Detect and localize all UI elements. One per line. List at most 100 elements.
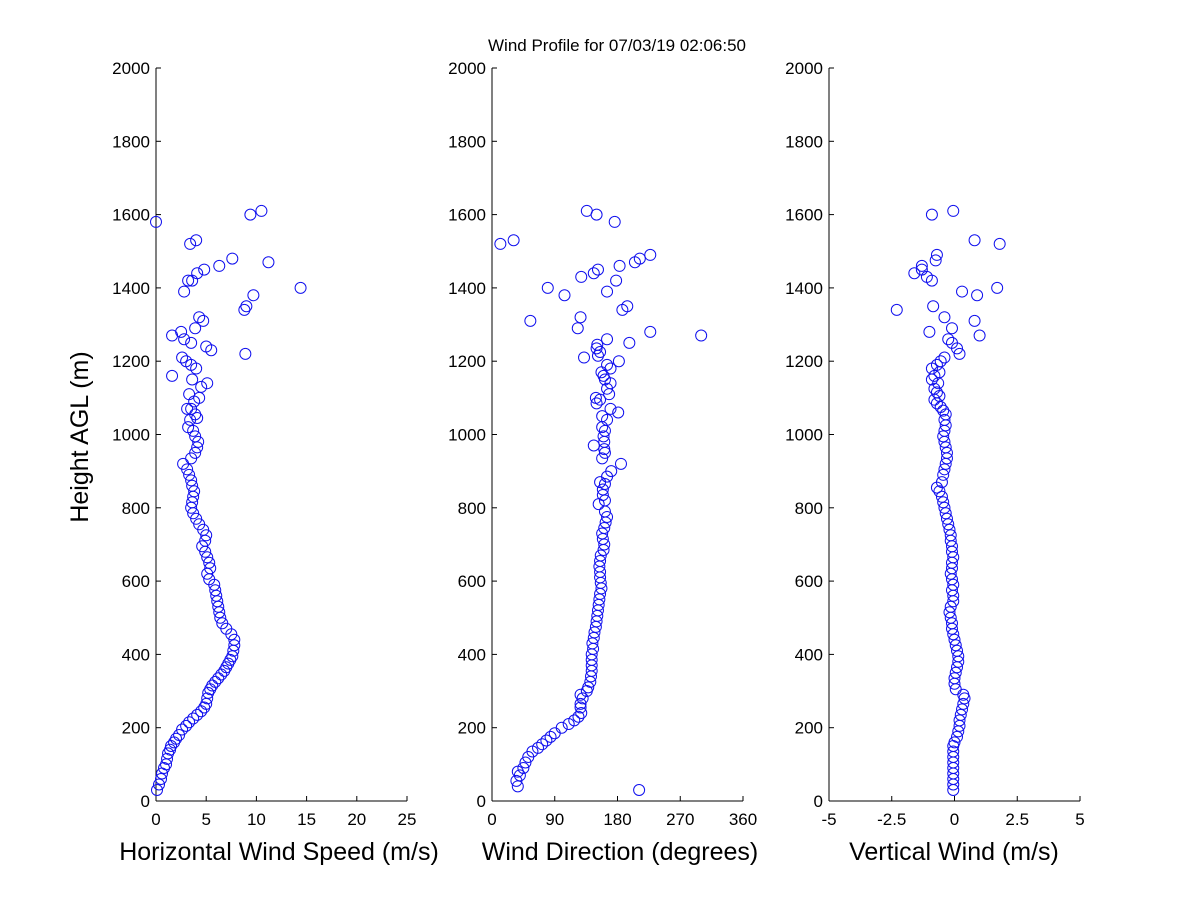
data-point xyxy=(604,362,617,375)
y-tick-label: 1400 xyxy=(785,279,823,298)
data-point xyxy=(589,391,602,404)
data-point xyxy=(942,518,955,531)
data-point xyxy=(949,639,962,652)
y-tick-label: 1800 xyxy=(112,132,150,151)
data-point xyxy=(540,734,553,747)
data-point xyxy=(166,369,179,382)
data-point xyxy=(604,402,617,415)
data-point xyxy=(255,204,268,217)
data-point xyxy=(209,675,222,688)
x-tick-label: 10 xyxy=(247,810,266,829)
data-point xyxy=(598,477,611,490)
data-point xyxy=(153,778,166,791)
data-point xyxy=(621,300,634,313)
data-point xyxy=(580,204,593,217)
y-tick-label: 1200 xyxy=(112,352,150,371)
data-point xyxy=(948,736,961,749)
y-tick-label: 200 xyxy=(458,719,486,738)
data-point xyxy=(614,457,627,470)
data-point xyxy=(949,666,962,679)
wind-direction-panel: 0 200 400 600 800 1000 1200 1400 1600 1800 2000 0 90… xyxy=(448,59,757,829)
y-tick-label: 1000 xyxy=(785,426,823,445)
data-point xyxy=(591,263,604,276)
y-tick-label: 2000 xyxy=(785,59,823,78)
data-point xyxy=(628,256,641,269)
data-point xyxy=(186,373,199,386)
x-axis-label-horizontal-wind-speed: Horizontal Wind Speed (m/s) xyxy=(119,838,439,866)
y-tick-label: 1400 xyxy=(112,279,150,298)
data-point xyxy=(196,540,209,553)
data-point xyxy=(930,248,943,261)
data-point xyxy=(953,714,966,727)
data-point xyxy=(952,650,965,663)
data-point xyxy=(590,342,603,355)
data-point xyxy=(161,752,174,765)
y-tick-label: 1400 xyxy=(448,279,486,298)
data-point xyxy=(938,413,951,426)
x-tick-label: 15 xyxy=(297,810,316,829)
data-point xyxy=(908,267,921,280)
data-point xyxy=(945,322,958,335)
data-point xyxy=(536,738,549,751)
data-point xyxy=(915,263,928,276)
data-point xyxy=(951,730,964,743)
data-point xyxy=(939,507,952,520)
data-point xyxy=(155,773,168,786)
data-point xyxy=(601,285,614,298)
x-axis-label-wind-direction: Wind Direction (degrees) xyxy=(482,838,759,866)
data-point xyxy=(193,518,206,531)
data-point xyxy=(206,679,219,692)
data-point xyxy=(188,485,201,498)
data-point xyxy=(890,303,903,316)
data-point xyxy=(183,388,196,401)
data-point xyxy=(176,351,189,364)
data-point xyxy=(184,237,197,250)
y-tick-label: 800 xyxy=(458,499,486,518)
y-tick-label: 600 xyxy=(795,572,823,591)
data-point xyxy=(200,340,213,353)
data-point xyxy=(596,483,609,496)
data-point xyxy=(938,463,951,476)
data-point xyxy=(938,501,951,514)
data-point xyxy=(178,285,191,298)
data-point xyxy=(185,474,198,487)
data-point xyxy=(215,668,228,681)
data-point xyxy=(944,529,957,542)
data-point xyxy=(940,512,953,525)
data-point xyxy=(185,402,198,415)
data-point xyxy=(601,510,614,523)
data-point xyxy=(203,556,216,569)
data-point xyxy=(190,234,203,247)
data-point xyxy=(494,237,507,250)
data-point xyxy=(937,468,950,481)
data-point xyxy=(507,234,520,247)
data-point xyxy=(228,639,241,652)
data-point xyxy=(940,446,953,459)
data-point xyxy=(177,457,190,470)
data-point xyxy=(150,215,162,228)
data-point xyxy=(594,346,607,359)
data-point xyxy=(544,730,557,743)
data-point xyxy=(187,712,200,725)
y-tick-label: 0 xyxy=(814,792,823,811)
y-tick-label: 400 xyxy=(458,645,486,664)
y-tick-label: 1600 xyxy=(112,206,150,225)
data-point xyxy=(915,259,928,272)
data-point xyxy=(616,303,629,316)
data-point xyxy=(201,692,214,705)
data-point xyxy=(953,347,966,360)
vertical-wind-panel: 0 200 400 600 800 1000 1200 1400 1600 1800 2000 -5 -… xyxy=(785,59,1085,829)
data-point xyxy=(575,270,588,283)
data-point xyxy=(201,377,214,390)
x-tick-label: 25 xyxy=(398,810,417,829)
data-point xyxy=(532,741,545,754)
data-point xyxy=(213,259,226,272)
data-point xyxy=(578,351,591,364)
data-point xyxy=(612,406,625,419)
data-point xyxy=(927,300,940,313)
data-point xyxy=(943,606,956,619)
data-point xyxy=(613,259,626,272)
x-tick-label: -2.5 xyxy=(877,810,906,829)
data-point xyxy=(180,719,193,732)
data-point xyxy=(612,355,625,368)
